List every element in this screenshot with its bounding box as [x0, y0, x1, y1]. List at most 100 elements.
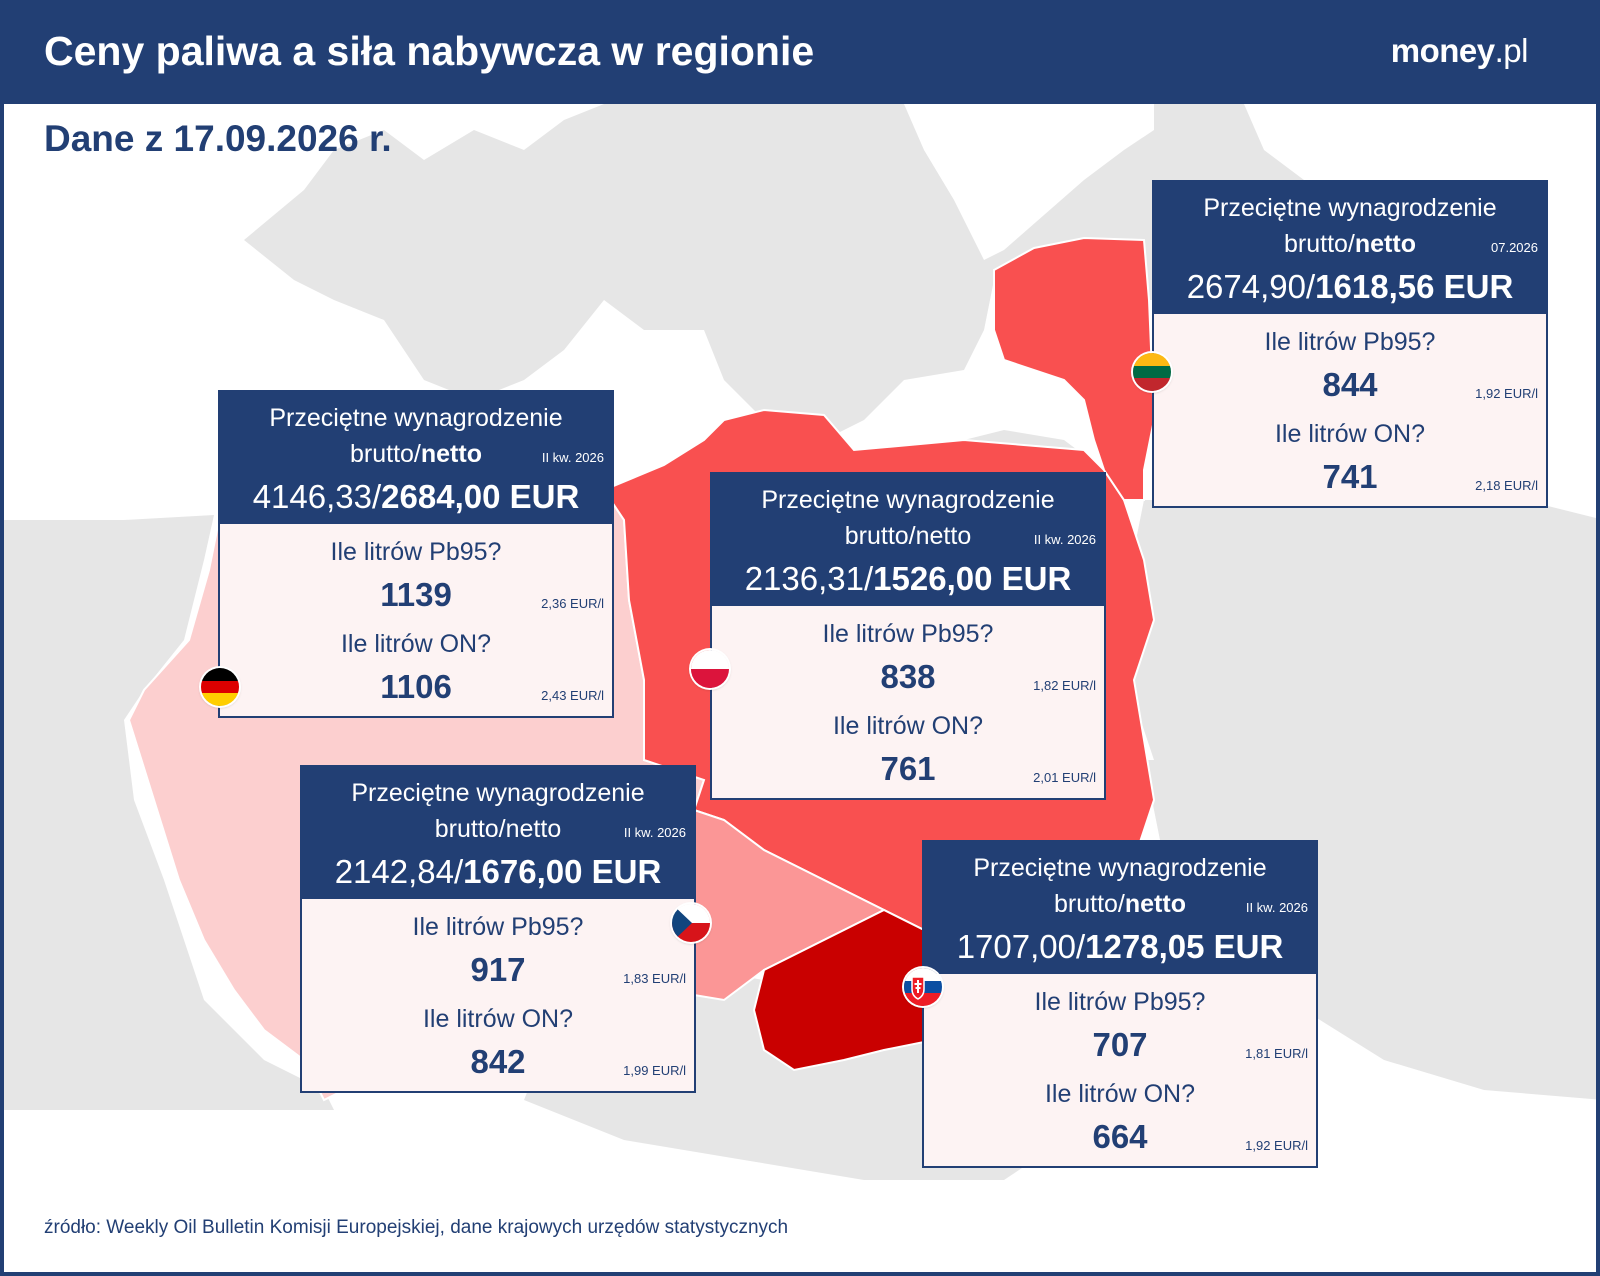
pb95-price: 1,83 EUR/l	[623, 971, 686, 986]
lithuania-region	[993, 236, 1156, 501]
on-liters: 1106	[380, 668, 452, 705]
salary-header: Przeciętne wynagrodzenie brutto/netto 07…	[1154, 182, 1546, 314]
pb95-liters: 844	[1322, 366, 1378, 403]
lithuania-flag-icon	[1133, 353, 1171, 391]
germany-card: Przeciętne wynagrodzenie brutto/netto II…	[218, 390, 614, 718]
poland-flag-icon	[691, 650, 729, 688]
net-value: 1618,56 EUR	[1315, 268, 1514, 305]
salary-label: Przeciętne wynagrodzenie	[269, 404, 563, 432]
salary-period: II kw. 2026	[623, 825, 686, 840]
salary-header: Przeciętne wynagrodzenie brutto/netto II…	[220, 392, 612, 524]
salary-type: brutto/netto	[220, 440, 612, 469]
salary-header: Przeciętne wynagrodzenie brutto/netto II…	[924, 842, 1316, 974]
pb95-price: 1,81 EUR/l	[1245, 1046, 1308, 1061]
salary-period: 07.2026	[1491, 240, 1538, 255]
brand-main: money	[1390, 32, 1495, 69]
fuel-section: Ile litrów Pb95? 844 1,92 EUR/l Ile litr…	[1154, 314, 1546, 506]
salary-period: II kw. 2026	[1033, 532, 1096, 547]
pb95-question: Ile litrów Pb95?	[1034, 988, 1206, 1016]
germany-flag-icon	[201, 668, 239, 706]
belarus-land	[1124, 500, 1596, 760]
on-price: 2,18 EUR/l	[1475, 478, 1538, 493]
western-europe-land	[4, 515, 334, 1110]
net-value: 1278,05 EUR	[1085, 928, 1284, 965]
pb95-liters: 917	[470, 951, 526, 988]
gross-label: brutto/	[350, 440, 421, 468]
on-liters: 761	[880, 750, 936, 787]
gross-value: 2142,84/	[334, 853, 464, 890]
on-liters: 664	[1092, 1118, 1148, 1155]
fuel-section: Ile litrów Pb95? 707 1,81 EUR/l Ile litr…	[924, 974, 1316, 1166]
salary-label: Przeciętne wynagrodzenie	[351, 779, 645, 807]
salary-header: Przeciętne wynagrodzenie brutto/netto II…	[302, 767, 694, 899]
lithuania-card: Przeciętne wynagrodzenie brutto/netto 07…	[1152, 180, 1548, 508]
gross-value: 2674,90/	[1186, 268, 1316, 305]
on-liters: 741	[1322, 458, 1378, 495]
salary-period: II kw. 2026	[541, 450, 604, 465]
scandinavia-land	[244, 104, 1304, 440]
salary-label: Przeciętne wynagrodzenie	[1203, 194, 1497, 222]
gross-label: brutto/	[1284, 230, 1355, 258]
brand-suffix: .pl	[1494, 32, 1529, 69]
salary-value: 2674,90/1618,56 EUR	[1154, 268, 1546, 306]
net-label: netto	[915, 522, 972, 550]
fuel-section: Ile litrów Pb95? 917 1,83 EUR/l Ile litr…	[302, 899, 694, 1091]
gross-value: 2136,31/	[744, 560, 874, 597]
salary-value: 2142,84/1676,00 EUR	[302, 853, 694, 891]
pb95-liters: 1139	[380, 576, 452, 613]
salary-type: brutto/netto	[712, 522, 1104, 551]
net-label: netto	[505, 815, 562, 843]
pb95-price: 2,36 EUR/l	[541, 596, 604, 611]
gross-value: 1707,00/	[956, 928, 1086, 965]
net-label: netto	[1124, 890, 1186, 918]
salary-type: brutto/netto	[924, 890, 1316, 919]
on-question: Ile litrów ON?	[832, 712, 984, 740]
header-bar: Ceny paliwa a siła nabywcza w regionie m…	[4, 0, 1596, 104]
page-title: Ceny paliwa a siła nabywcza w regionie	[44, 28, 815, 74]
slovakia-flag-icon	[904, 968, 942, 1006]
on-price: 1,99 EUR/l	[623, 1063, 686, 1078]
salary-value: 1707,00/1278,05 EUR	[924, 928, 1316, 966]
on-question: Ile litrów ON?	[1274, 420, 1426, 448]
fuel-section: Ile litrów Pb95? 838 1,82 EUR/l Ile litr…	[712, 606, 1104, 798]
pb95-liters: 838	[880, 658, 936, 695]
pb95-question: Ile litrów Pb95?	[330, 538, 502, 566]
gross-label: brutto/	[1054, 890, 1125, 918]
on-question: Ile litrów ON?	[1044, 1080, 1196, 1108]
salary-period: II kw. 2026	[1245, 900, 1308, 915]
data-date: Dane z 17.09.2026 r.	[44, 118, 392, 159]
net-label: netto	[1354, 230, 1416, 258]
net-value: 1526,00 EUR	[873, 560, 1072, 597]
salary-value: 2136,31/1526,00 EUR	[712, 560, 1104, 598]
gross-value: 4146,33/	[252, 478, 382, 515]
pb95-question: Ile litrów Pb95?	[822, 620, 994, 648]
brand-logo: money.pl	[1390, 32, 1529, 70]
on-price: 2,43 EUR/l	[541, 688, 604, 703]
salary-label: Przeciętne wynagrodzenie	[973, 854, 1267, 882]
net-value: 1676,00 EUR	[463, 853, 662, 890]
net-value: 2684,00 EUR	[381, 478, 580, 515]
pb95-liters: 707	[1092, 1026, 1148, 1063]
fuel-section: Ile litrów Pb95? 1139 2,36 EUR/l Ile lit…	[220, 524, 612, 716]
pb95-question: Ile litrów Pb95?	[1264, 328, 1436, 356]
czech-flag-icon	[672, 904, 710, 942]
source-note: źródło: Weekly Oil Bulletin Komisji Euro…	[44, 1217, 789, 1238]
poland-card: Przeciętne wynagrodzenie brutto/netto II…	[710, 472, 1106, 800]
czechia-card: Przeciętne wynagrodzenie brutto/netto II…	[300, 765, 696, 1093]
on-question: Ile litrów ON?	[340, 630, 492, 658]
slovakia-card: Przeciętne wynagrodzenie brutto/netto II…	[922, 840, 1318, 1168]
gross-label: brutto/	[844, 522, 916, 550]
on-price: 1,92 EUR/l	[1245, 1138, 1308, 1153]
salary-type: brutto/netto	[1154, 230, 1546, 259]
gross-label: brutto/	[434, 815, 506, 843]
salary-value: 4146,33/2684,00 EUR	[220, 478, 612, 516]
salary-type: brutto/netto	[302, 815, 694, 844]
net-label: netto	[420, 440, 482, 468]
on-question: Ile litrów ON?	[422, 1005, 574, 1033]
on-price: 2,01 EUR/l	[1033, 770, 1096, 785]
salary-header: Przeciętne wynagrodzenie brutto/netto II…	[712, 474, 1104, 606]
salary-label: Przeciętne wynagrodzenie	[761, 486, 1055, 514]
pb95-question: Ile litrów Pb95?	[412, 913, 584, 941]
pb95-price: 1,82 EUR/l	[1033, 678, 1096, 693]
